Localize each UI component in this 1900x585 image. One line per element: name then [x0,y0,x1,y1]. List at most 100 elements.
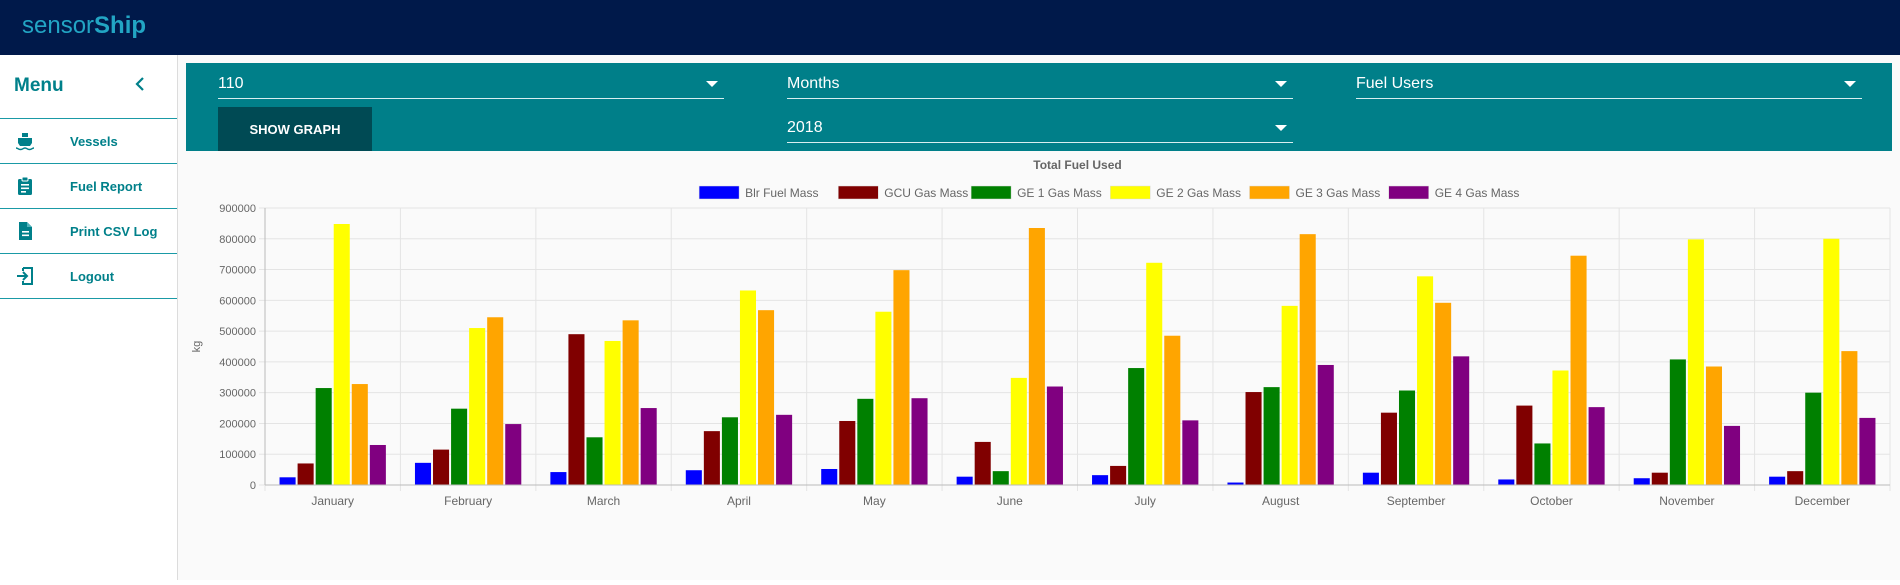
bar-ge-2-gas-mass-may[interactable] [875,311,892,485]
x-tick-label: September [1387,494,1446,508]
bar-ge-3-gas-mass-may[interactable] [893,270,910,485]
bar-ge-3-gas-mass-september[interactable] [1435,302,1452,485]
bar-blr-fuel-mass-april[interactable] [685,470,702,485]
bar-blr-fuel-mass-january[interactable] [279,477,296,485]
bar-blr-fuel-mass-march[interactable] [550,472,567,485]
legend-item-ge-2-gas-mass[interactable]: GE 2 Gas Mass [1110,185,1241,200]
bar-gcu-gas-mass-august[interactable] [1245,392,1262,485]
chevron-left-icon[interactable] [130,73,150,95]
sidebar-item-logout[interactable]: Logout [0,254,177,299]
bar-ge-2-gas-mass-september[interactable] [1417,276,1434,485]
bar-ge-4-gas-mass-may[interactable] [911,398,928,485]
bar-gcu-gas-mass-october[interactable] [1516,405,1533,485]
period-select[interactable]: Months [787,69,1293,99]
bar-ge-2-gas-mass-october[interactable] [1552,370,1569,485]
bar-gcu-gas-mass-december[interactable] [1787,471,1804,485]
bar-ge-1-gas-mass-january[interactable] [315,388,332,485]
bar-ge-4-gas-mass-july[interactable] [1182,420,1199,485]
bar-blr-fuel-mass-may[interactable] [821,468,838,485]
bar-ge-2-gas-mass-april[interactable] [739,290,757,485]
bar-gcu-gas-mass-january[interactable] [297,463,314,485]
bar-ge-3-gas-mass-october[interactable] [1570,255,1587,485]
y-tick-label: 300000 [219,388,256,400]
bar-ge-3-gas-mass-august[interactable] [1299,234,1316,485]
bar-blr-fuel-mass-october[interactable] [1498,479,1515,485]
y-tick-label: 100000 [219,449,256,461]
bar-ge-2-gas-mass-january[interactable] [333,224,350,485]
bar-gcu-gas-mass-september[interactable] [1380,412,1397,485]
chart-legend: Blr Fuel Mass GCU Gas Mass GE 1 Gas Mass GE… [698,185,1520,200]
bar-blr-fuel-mass-july[interactable] [1092,475,1109,485]
bar-ge-2-gas-mass-february[interactable] [469,328,486,485]
bar-ge-2-gas-mass-march[interactable] [604,340,621,485]
brand-logo[interactable]: sensorShip [22,12,146,40]
bar-gcu-gas-mass-february[interactable] [433,449,450,485]
bar-ge-2-gas-mass-july[interactable] [1146,262,1163,485]
bar-ge-4-gas-mass-april[interactable] [776,414,793,485]
bar-ge-1-gas-mass-october[interactable] [1534,443,1551,485]
sidebar-item-vessels[interactable]: Vessels [0,119,177,164]
bar-gcu-gas-mass-april[interactable] [703,431,720,485]
bar-ge-4-gas-mass-november[interactable] [1723,425,1741,485]
bar-ge-1-gas-mass-march[interactable] [586,437,603,485]
bar-ge-1-gas-mass-april[interactable] [721,417,738,485]
bar-ge-4-gas-mass-february[interactable] [505,424,522,485]
legend-item-ge-1-gas-mass[interactable]: GE 1 Gas Mass [970,185,1102,200]
y-tick-label: 700000 [219,265,256,277]
bar-ge-2-gas-mass-june[interactable] [1010,377,1027,485]
users-select[interactable]: Fuel Users [1356,69,1862,99]
bar-blr-fuel-mass-february[interactable] [414,462,432,485]
bar-ge-3-gas-mass-march[interactable] [622,320,639,485]
bar-ge-3-gas-mass-june[interactable] [1028,228,1045,485]
legend-item-ge-4-gas-mass[interactable]: GE 4 Gas Mass [1388,185,1520,200]
bar-ge-4-gas-mass-august[interactable] [1317,364,1334,485]
bar-ge-3-gas-mass-february[interactable] [487,317,504,485]
bar-ge-3-gas-mass-january[interactable] [351,384,368,485]
bar-ge-1-gas-mass-november[interactable] [1669,359,1686,485]
bar-ge-4-gas-mass-december[interactable] [1859,417,1876,485]
bar-ge-1-gas-mass-december[interactable] [1805,392,1822,485]
bar-ge-2-gas-mass-august[interactable] [1281,305,1298,485]
bar-ge-4-gas-mass-october[interactable] [1588,407,1605,485]
logout-icon [15,266,35,286]
bar-ge-3-gas-mass-april[interactable] [758,310,775,485]
x-tick-label: March [587,494,620,508]
bar-blr-fuel-mass-august[interactable] [1227,482,1244,485]
bar-ge-4-gas-mass-september[interactable] [1453,356,1470,485]
bar-ge-2-gas-mass-december[interactable] [1823,238,1840,485]
y-tick-label: 200000 [219,418,256,430]
bar-ge-1-gas-mass-february[interactable] [451,408,468,485]
bar-ge-4-gas-mass-june[interactable] [1046,386,1063,485]
bar-ge-3-gas-mass-december[interactable] [1841,351,1858,485]
bar-ge-1-gas-mass-may[interactable] [857,398,874,485]
legend-swatch [1388,185,1429,200]
bar-ge-1-gas-mass-august[interactable] [1263,387,1280,485]
bar-ge-4-gas-mass-january[interactable] [369,444,386,485]
bar-gcu-gas-mass-june[interactable] [974,441,991,485]
menu-header: Menu [0,55,177,119]
bar-blr-fuel-mass-november[interactable] [1633,478,1650,485]
show-graph-button[interactable]: SHOW GRAPH [218,107,372,151]
legend-item-ge-3-gas-mass[interactable]: GE 3 Gas Mass [1249,185,1381,200]
vessel-select[interactable]: 110 [218,69,724,99]
sidebar-item-fuel-report[interactable]: Fuel Report [0,164,177,209]
bar-ge-2-gas-mass-november[interactable] [1687,239,1704,485]
bar-ge-3-gas-mass-november[interactable] [1705,366,1722,485]
caret-down-icon [1275,81,1287,87]
year-select[interactable]: 2018 [787,113,1293,143]
bar-blr-fuel-mass-september[interactable] [1362,472,1379,485]
bar-gcu-gas-mass-november[interactable] [1651,472,1668,485]
bar-blr-fuel-mass-december[interactable] [1769,476,1786,485]
bar-ge-1-gas-mass-june[interactable] [992,471,1009,485]
bar-ge-3-gas-mass-july[interactable] [1164,335,1181,485]
bar-gcu-gas-mass-march[interactable] [568,334,585,485]
bar-ge-4-gas-mass-march[interactable] [640,408,657,485]
legend-item-blr-fuel-mass[interactable]: Blr Fuel Mass [698,185,818,200]
bar-gcu-gas-mass-july[interactable] [1110,465,1127,485]
sidebar-item-print-csv-log[interactable]: Print CSV Log [0,209,177,254]
bar-gcu-gas-mass-may[interactable] [839,420,856,485]
legend-item-gcu-gas-mass[interactable]: GCU Gas Mass [838,185,968,200]
bar-ge-1-gas-mass-july[interactable] [1128,368,1145,485]
bar-blr-fuel-mass-june[interactable] [956,476,973,485]
bar-ge-1-gas-mass-september[interactable] [1398,390,1416,485]
